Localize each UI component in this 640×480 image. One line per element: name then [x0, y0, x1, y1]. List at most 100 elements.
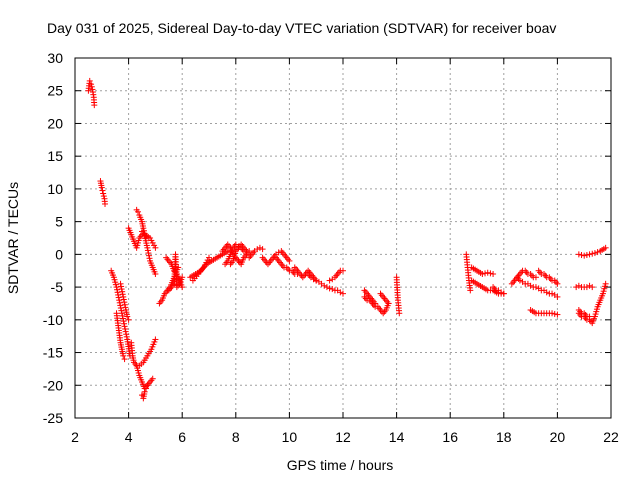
data-series-c6 [246, 244, 266, 261]
data-series-h2 [575, 280, 609, 327]
data-series-f1 [463, 251, 474, 294]
data-point-marker [120, 352, 127, 359]
x-tick-label: 10 [282, 429, 298, 445]
data-point-marker [149, 375, 156, 382]
data-point-marker [144, 244, 151, 251]
x-axis-label: GPS time / hours [287, 457, 394, 473]
data-series-d4 [305, 271, 346, 297]
data-series-g2 [514, 274, 561, 300]
data-point-marker [516, 277, 523, 284]
data-point-marker [120, 318, 127, 325]
data-point-marker [114, 286, 121, 293]
data-point-marker [121, 320, 128, 327]
data-point-marker [86, 77, 93, 84]
data-point-marker [123, 331, 130, 338]
data-point-marker [120, 293, 127, 300]
data-point-marker [589, 284, 596, 291]
y-tick-label: -10 [43, 312, 63, 328]
data-point-marker [117, 302, 124, 309]
data-point-marker [141, 388, 148, 395]
y-axis-label: SDTVAR / TECUs [5, 182, 21, 294]
data-point-marker [179, 274, 186, 281]
data-point-marker [254, 246, 261, 253]
data-point-marker [310, 276, 317, 283]
data-point-marker [119, 315, 126, 322]
data-point-marker [323, 284, 330, 291]
data-series-d5 [326, 267, 346, 284]
data-point-marker [549, 290, 556, 297]
data-point-marker [594, 249, 601, 256]
data-point-marker [573, 284, 580, 291]
data-point-marker [326, 285, 333, 292]
x-tick-label: 16 [442, 429, 458, 445]
data-point-marker [554, 311, 561, 318]
x-tick-label: 2 [71, 429, 79, 445]
tick-label-layer: 2 4 6 8 10 12 14 16 18 20 22 -25 -20 -15 -10 -5 0 5 10 15 20… [43, 50, 619, 445]
data-point-marker [554, 280, 561, 287]
x-tick-label: 14 [389, 429, 405, 445]
data-point-marker [589, 250, 596, 257]
x-tick-label: 6 [178, 429, 186, 445]
x-tick-label: 18 [496, 429, 512, 445]
grid-layer [74, 57, 612, 419]
data-point-marker [396, 310, 403, 317]
data-point-marker [602, 244, 609, 251]
data-point-marker [119, 291, 126, 298]
data-point-marker [146, 255, 153, 262]
data-point-marker [114, 289, 121, 296]
y-tick-label: -5 [51, 279, 64, 295]
data-point-marker [117, 280, 124, 287]
data-point-marker [88, 83, 95, 90]
data-point-marker [575, 282, 582, 289]
data-point-marker [100, 193, 107, 200]
data-series-a5 [117, 280, 132, 323]
data-point-marker [122, 325, 129, 332]
data-series-a10 [125, 225, 159, 277]
data-point-marker [554, 293, 561, 300]
data-point-marker [286, 257, 293, 264]
data-point-marker [134, 208, 141, 215]
y-tick-label: 30 [47, 50, 63, 66]
data-point-marker [118, 310, 125, 317]
y-tick-label: 25 [47, 83, 63, 99]
data-series-a11 [139, 228, 159, 251]
data-series-b3 [165, 251, 186, 294]
data-point-marker [122, 304, 129, 311]
y-tick-label: 20 [47, 115, 63, 131]
data-point-marker [125, 316, 132, 323]
data-point-marker [340, 290, 346, 297]
data-point-marker [116, 299, 123, 306]
data-point-marker [124, 313, 131, 320]
data-series-h4 [575, 307, 593, 320]
data-point-marker [581, 252, 588, 259]
data-point-marker [118, 307, 125, 314]
data-series-g4 [527, 307, 561, 318]
x-tick-label: 20 [550, 429, 566, 445]
y-tick-label: 10 [47, 181, 63, 197]
data-point-marker [121, 299, 128, 306]
data-series-a8 [139, 382, 151, 402]
data-point-marker [113, 284, 120, 291]
data-point-marker [586, 313, 593, 320]
data-point-marker [490, 271, 497, 277]
data-point-marker [385, 300, 392, 307]
data-series-a2 [97, 178, 109, 207]
y-tick-label: 5 [55, 214, 63, 230]
data-point-marker [143, 385, 150, 392]
data-point-marker [145, 252, 152, 259]
data-point-marker [206, 254, 212, 261]
data-point-marker [498, 289, 505, 296]
data-point-marker [551, 310, 558, 317]
data-point-marker [583, 252, 590, 259]
data-point-marker [145, 250, 152, 257]
x-tick-label: 12 [335, 429, 351, 445]
x-tick-label: 8 [232, 429, 240, 445]
data-series-c5 [227, 241, 250, 268]
data-point-marker [115, 294, 122, 301]
data-point-marker [115, 291, 122, 298]
data-point-marker [119, 312, 126, 319]
data-point-marker [144, 382, 151, 389]
data-series-c4 [219, 241, 253, 268]
data-point-marker [119, 288, 126, 295]
